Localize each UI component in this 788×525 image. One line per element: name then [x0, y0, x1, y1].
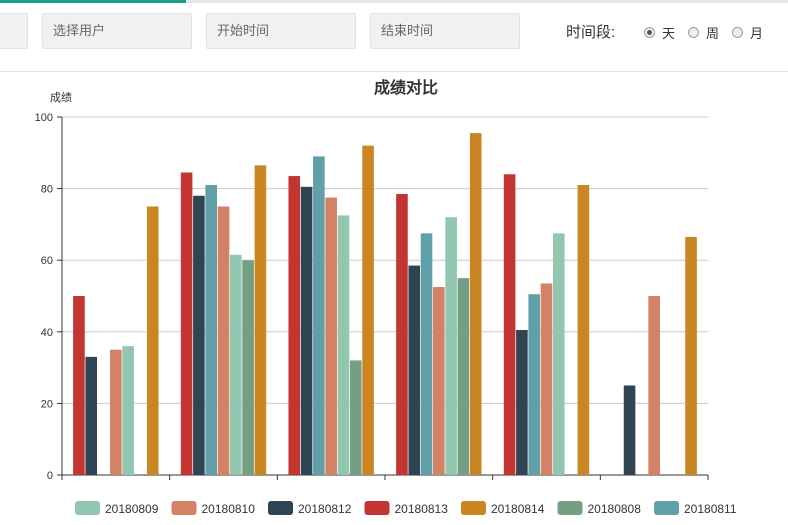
bar-20180812[interactable] — [193, 195, 205, 475]
legend-label[interactable]: 20180809 — [105, 502, 159, 516]
bar-20180810[interactable] — [648, 296, 660, 475]
bar-20180812[interactable] — [516, 330, 528, 475]
bar-20180811[interactable] — [420, 233, 433, 475]
grid-layer — [62, 116, 708, 476]
bar-20180813[interactable] — [180, 172, 193, 476]
bar-20180809[interactable] — [230, 254, 242, 475]
period-radio-day[interactable]: 天 — [644, 23, 675, 42]
bar-20180814[interactable] — [469, 133, 482, 476]
bar-20180808[interactable] — [457, 278, 470, 475]
period-radio-month[interactable]: 月 — [732, 23, 763, 42]
radio-circle-month[interactable] — [732, 27, 744, 38]
legend-item[interactable]: 20180809 — [75, 501, 159, 516]
legend-swatch[interactable] — [268, 501, 293, 515]
bar-20180814[interactable] — [362, 145, 374, 475]
bar-20180813[interactable] — [73, 296, 85, 475]
bar-20180811[interactable] — [205, 185, 217, 475]
radio-circle-week[interactable] — [688, 27, 700, 38]
legend-swatch[interactable] — [557, 501, 583, 515]
start-time-input[interactable]: 开始时间 — [206, 13, 356, 49]
end-time-input[interactable]: 结束时间 — [370, 13, 520, 49]
y-tick-label: 0 — [47, 470, 53, 482]
axis-layer: 0 20 40 60 80 100 — [35, 112, 709, 482]
filter-bar: 选择用户 开始时间 结束时间 时间段: 天 周 月 — [0, 3, 788, 72]
active-tab-indicator — [0, 0, 186, 3]
y-tick-label: 100 — [35, 112, 53, 124]
bar-20180810[interactable] — [540, 283, 553, 475]
bar-20180810[interactable] — [110, 349, 122, 475]
legend: 20180809 20180810 20180812 20180813 20180814… — [75, 501, 737, 516]
bar-20180812[interactable] — [85, 356, 98, 475]
bar-20180811[interactable] — [313, 156, 325, 475]
y-tick-label: 80 — [41, 184, 53, 196]
legend-label[interactable]: 20180814 — [491, 502, 545, 516]
bar-20180814[interactable] — [146, 206, 159, 476]
y-tick-label: 20 — [41, 398, 53, 410]
bar-20180809[interactable] — [445, 217, 457, 476]
bar-20180812[interactable] — [623, 385, 636, 476]
legend-swatch[interactable] — [364, 501, 390, 515]
legend-item[interactable]: 20180811 — [654, 501, 737, 516]
legend-swatch[interactable] — [654, 501, 679, 515]
bar-20180810[interactable] — [433, 287, 445, 475]
legend-item[interactable]: 20180808 — [557, 501, 642, 516]
legend-label[interactable]: 20180813 — [395, 502, 449, 516]
bar-20180813[interactable] — [503, 174, 516, 475]
top-accent-bar — [0, 0, 788, 3]
bar-20180809[interactable] — [553, 233, 565, 475]
bar-20180811[interactable] — [528, 294, 540, 475]
period-radio-week[interactable]: 周 — [688, 23, 719, 42]
legend-item[interactable]: 20180812 — [268, 501, 352, 516]
radio-circle-day[interactable] — [644, 27, 655, 38]
radio-label-week: 周 — [706, 26, 720, 41]
y-tick-label: 60 — [41, 255, 53, 267]
legend-swatch[interactable] — [75, 501, 100, 515]
radio-label-day: 天 — [662, 26, 676, 41]
legend-swatch[interactable] — [461, 501, 486, 515]
bar-20180814[interactable] — [577, 185, 590, 475]
legend-label[interactable]: 20180810 — [202, 502, 256, 516]
legend-item[interactable]: 20180813 — [364, 501, 449, 516]
legend-label[interactable]: 20180811 — [684, 502, 737, 516]
bar-20180810[interactable] — [217, 206, 230, 476]
legend-swatch[interactable] — [171, 501, 197, 515]
bar-20180813[interactable] — [288, 176, 301, 475]
legend-label[interactable]: 20180812 — [298, 502, 352, 516]
bar-20180809[interactable] — [337, 215, 350, 475]
legend-label[interactable]: 20180808 — [588, 502, 642, 516]
y-tick-label: 40 — [41, 327, 53, 339]
first-filter-field[interactable] — [0, 13, 28, 49]
bar-20180810[interactable] — [325, 197, 337, 476]
chart-title: 成绩对比 — [374, 78, 438, 97]
bar-20180809[interactable] — [122, 346, 134, 475]
bars-layer — [73, 133, 697, 476]
bar-20180813[interactable] — [396, 193, 408, 475]
y-axis-label: 成绩 — [50, 91, 72, 104]
bar-20180812[interactable] — [408, 265, 421, 475]
user-select[interactable]: 选择用户 — [42, 13, 192, 49]
legend-item[interactable]: 20180810 — [171, 501, 256, 516]
period-radio-group: 天 周 月 — [644, 23, 776, 42]
legend-item[interactable]: 20180814 — [461, 501, 545, 516]
bar-20180814[interactable] — [254, 165, 267, 475]
period-label: 时间段: — [566, 24, 616, 41]
bar-20180808[interactable] — [349, 360, 362, 475]
bar-20180808[interactable] — [242, 260, 254, 475]
bar-20180812[interactable] — [300, 186, 313, 475]
radio-label-month: 月 — [750, 26, 764, 41]
bar-20180814[interactable] — [685, 236, 697, 475]
